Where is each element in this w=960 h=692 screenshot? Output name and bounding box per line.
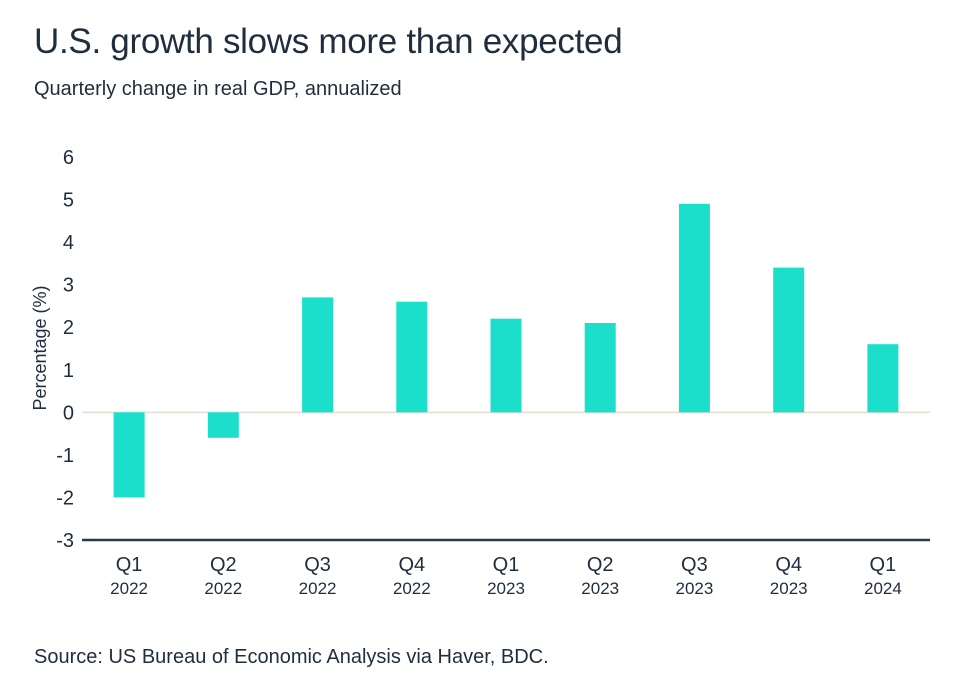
chart-subtitle: Quarterly change in real GDP, annualized <box>34 78 402 100</box>
x-tick-year: 2023 <box>581 579 619 598</box>
y-tick-label: 1 <box>63 360 74 382</box>
bar-q3-2023 <box>678 203 710 413</box>
x-tick-quarter: Q3 <box>304 554 331 576</box>
x-tick-quarter: Q2 <box>210 554 237 576</box>
bar-q3-2022 <box>302 297 334 413</box>
x-tick-year: 2023 <box>487 579 525 598</box>
x-tick-year: 2023 <box>770 579 808 598</box>
x-tick-quarter: Q2 <box>587 554 614 576</box>
x-tick-year: 2023 <box>675 579 713 598</box>
x-tick-quarter: Q1 <box>493 554 520 576</box>
y-tick-label: 5 <box>63 190 74 212</box>
y-tick-label: 3 <box>63 275 74 297</box>
x-tick-year: 2022 <box>393 579 431 598</box>
x-tick-year: 2022 <box>204 579 242 598</box>
y-tick-label: 6 <box>63 147 74 169</box>
bar-q1-2022 <box>113 412 145 498</box>
x-tick-year: 2024 <box>864 579 902 598</box>
x-tick-quarter: Q1 <box>116 554 143 576</box>
x-tick-year: 2022 <box>299 579 337 598</box>
bar-q4-2023 <box>773 267 805 413</box>
y-tick-label: -3 <box>56 530 74 552</box>
y-axis-label: Percentage (%) <box>30 285 50 410</box>
y-tick-label: 0 <box>63 402 74 424</box>
x-tick-quarter: Q1 <box>870 554 897 576</box>
x-tick-year: 2022 <box>110 579 148 598</box>
y-tick-label: -1 <box>56 445 74 467</box>
chart-title: U.S. growth slows more than expected <box>34 22 623 61</box>
bar-q1-2024 <box>867 344 899 413</box>
source-note: Source: US Bureau of Economic Analysis v… <box>34 646 549 668</box>
bar-q2-2022 <box>207 412 239 438</box>
bar-q4-2022 <box>396 301 428 413</box>
y-tick-label: 2 <box>63 317 74 339</box>
bar-q1-2023 <box>490 318 522 413</box>
x-tick-quarter: Q4 <box>398 554 425 576</box>
bar-q2-2023 <box>584 323 616 413</box>
y-tick-label: -2 <box>56 487 74 509</box>
x-tick-quarter: Q3 <box>681 554 708 576</box>
y-tick-label: 4 <box>63 232 74 254</box>
x-tick-quarter: Q4 <box>775 554 802 576</box>
